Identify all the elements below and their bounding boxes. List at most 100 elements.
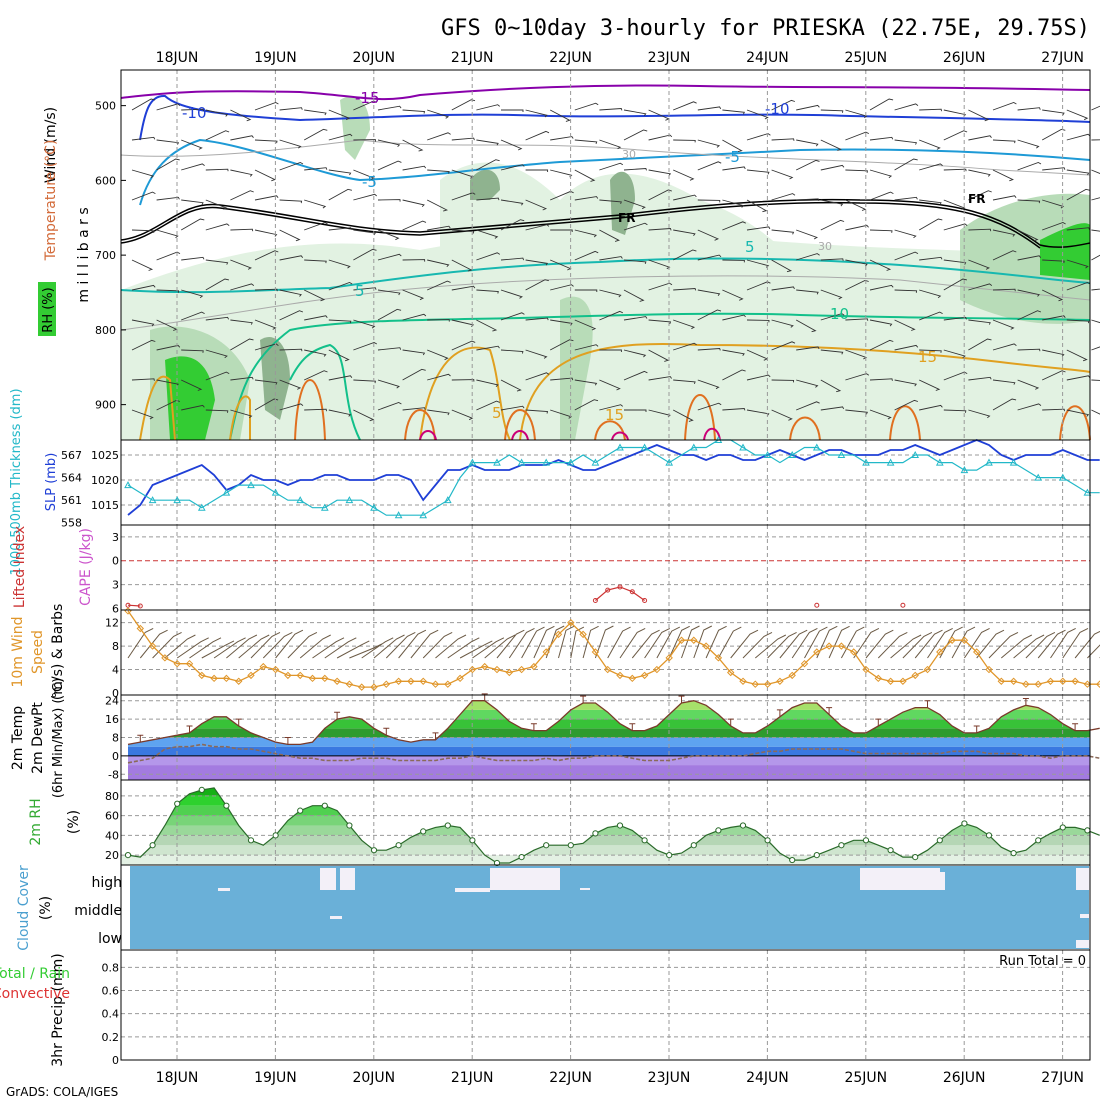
thickness-point xyxy=(125,482,131,488)
y-tick-label: 500 xyxy=(95,100,116,113)
rh-point xyxy=(470,838,475,843)
wind-barb-10m xyxy=(989,632,1018,658)
y-tick-label: 40 xyxy=(105,829,119,842)
wind-barb xyxy=(181,200,203,205)
wind-barb xyxy=(698,140,719,147)
wind10m-panel xyxy=(121,608,1100,695)
contour-label: -5 xyxy=(725,148,740,166)
contour-label: FR xyxy=(968,192,985,206)
wind-barb xyxy=(796,160,819,170)
wind-barb xyxy=(673,170,693,180)
cloud-gap xyxy=(340,868,355,890)
date-label-top: 21JUN xyxy=(451,50,494,66)
contour-label: 15 xyxy=(918,348,937,366)
wind-barb xyxy=(181,257,204,260)
wind-barb-10m xyxy=(608,627,631,658)
rh-point xyxy=(740,823,745,828)
wind-barb xyxy=(206,169,228,171)
wind-barb xyxy=(599,163,622,170)
dewpt2m-label: 2m DewPt xyxy=(30,702,46,774)
rh2m-panel xyxy=(121,776,1100,875)
cloud-gap xyxy=(218,888,230,891)
wind-barb xyxy=(624,110,646,116)
wind-barb xyxy=(230,229,252,231)
rh-point xyxy=(347,823,352,828)
date-label-top: 25JUN xyxy=(844,50,887,66)
wind-barb xyxy=(157,159,180,170)
y-tick-label: 4 xyxy=(112,664,119,677)
wind-barb xyxy=(255,140,277,143)
wind-barb xyxy=(1042,110,1064,115)
wind-barb xyxy=(452,100,475,110)
rh-point xyxy=(175,801,180,806)
wind-barb xyxy=(870,137,893,140)
wind-barb-10m xyxy=(509,628,534,658)
wind-barb xyxy=(550,137,573,140)
wind-barb xyxy=(821,110,843,113)
wind-barb xyxy=(845,132,868,140)
y-tick-label: 600 xyxy=(95,174,116,187)
wind-barb xyxy=(722,110,744,114)
contour-label: 30 xyxy=(622,148,636,161)
wind-barb xyxy=(403,221,426,230)
rh-point xyxy=(691,843,696,848)
wind-barb xyxy=(993,170,1013,181)
cloud-level-middle: middle xyxy=(74,903,122,919)
contour-label: 15 xyxy=(605,406,624,424)
y-tick-label: -8 xyxy=(108,768,119,781)
cloud-cover-panel: high middle low xyxy=(74,865,1090,950)
rh-point xyxy=(298,808,303,813)
wind-barb xyxy=(132,137,155,140)
contour-label: FR xyxy=(618,211,635,225)
wind-barb xyxy=(1091,170,1100,180)
cloud-level-high: high xyxy=(91,875,122,891)
temperature-label: Temperature (°C) xyxy=(43,140,59,262)
wind-barb xyxy=(280,108,303,110)
date-label-bottom: 19JUN xyxy=(254,1070,297,1086)
rh2m-label: 2m RH xyxy=(28,798,44,845)
wind-barb xyxy=(157,197,180,200)
rh-point xyxy=(421,829,426,834)
wind-barb xyxy=(772,170,793,179)
wind-barb xyxy=(772,194,795,200)
wind-barb xyxy=(280,230,300,241)
minmax-whisker xyxy=(1023,698,1029,705)
wind-barb xyxy=(132,170,153,178)
wind-barb xyxy=(895,104,918,110)
rh-label: RH (%) xyxy=(41,287,56,332)
precip-total-label: Total / Rain xyxy=(0,966,70,982)
y-tick-label: 24 xyxy=(105,695,119,708)
wind-barb-10m xyxy=(731,630,758,658)
wind-barb xyxy=(895,230,916,238)
wind-barb xyxy=(919,140,940,149)
temperature-contour xyxy=(121,85,1090,99)
wind-barb xyxy=(1091,343,1100,351)
wind-barb xyxy=(845,200,865,211)
y-tick-label: 561 xyxy=(61,494,82,507)
wind-barb xyxy=(1018,163,1041,171)
lifted-index-point xyxy=(901,603,905,607)
wind-barb xyxy=(403,140,423,151)
footer-credit: GrADS: COLA/IGES xyxy=(6,1085,118,1099)
y-tick-label: 12 xyxy=(105,617,119,630)
temp-band xyxy=(121,765,1090,780)
wind-barb xyxy=(1091,101,1100,110)
wind-barb xyxy=(599,109,622,111)
precip-conv-label: Convective xyxy=(0,986,70,1002)
rh-point xyxy=(986,833,991,838)
lifted-index-label: Lifted Index xyxy=(12,526,28,608)
temp-band xyxy=(121,728,1090,737)
precip-panel: Run Total = 0 xyxy=(121,950,1090,1060)
contour-label: 5 xyxy=(745,238,755,256)
rh-point xyxy=(1011,851,1016,856)
cloud-gap xyxy=(580,888,590,890)
wind-barb xyxy=(157,252,180,260)
wind-barb xyxy=(698,107,721,110)
date-label-bottom: 20JUN xyxy=(352,1070,395,1086)
wind-barb xyxy=(550,170,571,177)
date-label-top: 19JUN xyxy=(254,50,297,66)
y-tick-label: 558 xyxy=(61,517,82,530)
rh-point xyxy=(593,831,598,836)
rh-point xyxy=(544,843,549,848)
rh-point xyxy=(937,838,942,843)
